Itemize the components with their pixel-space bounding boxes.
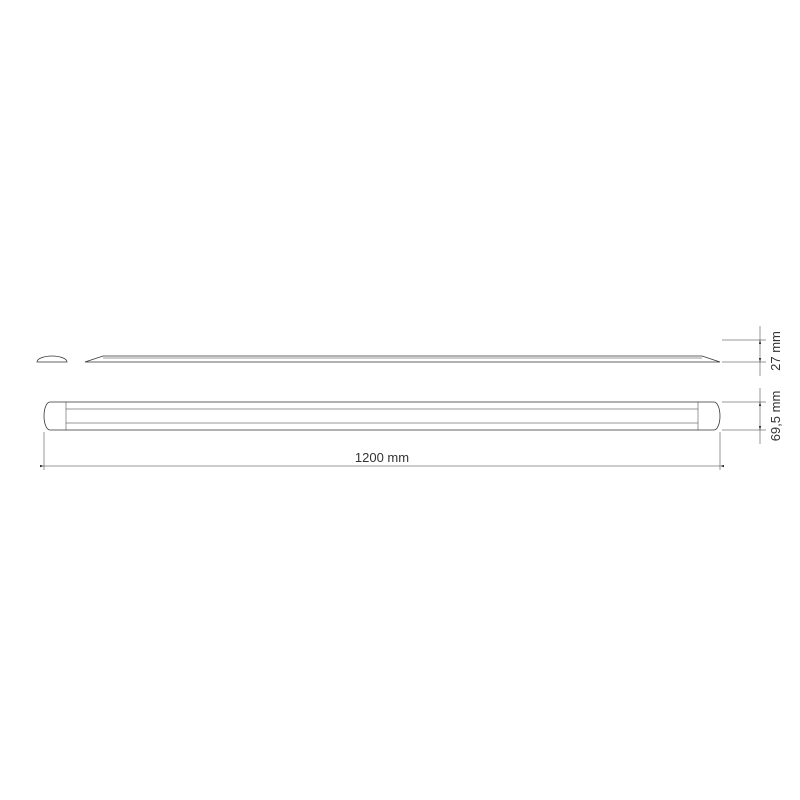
top-view [44,402,720,430]
technical-drawing: 1200 mm 27 mm 69,5 mm [0,0,800,800]
dimension-length: 1200 mm [44,432,720,470]
endcap-profile [37,356,67,362]
top-outline [44,402,720,430]
dimension-height: 27 mm [722,326,783,376]
dimension-width: 69,5 mm [722,388,783,444]
dimension-length-label: 1200 mm [355,450,409,465]
side-elevation [37,356,720,362]
dimension-width-label: 69,5 mm [768,391,783,442]
side-body [85,356,720,362]
dimension-height-label: 27 mm [768,331,783,371]
